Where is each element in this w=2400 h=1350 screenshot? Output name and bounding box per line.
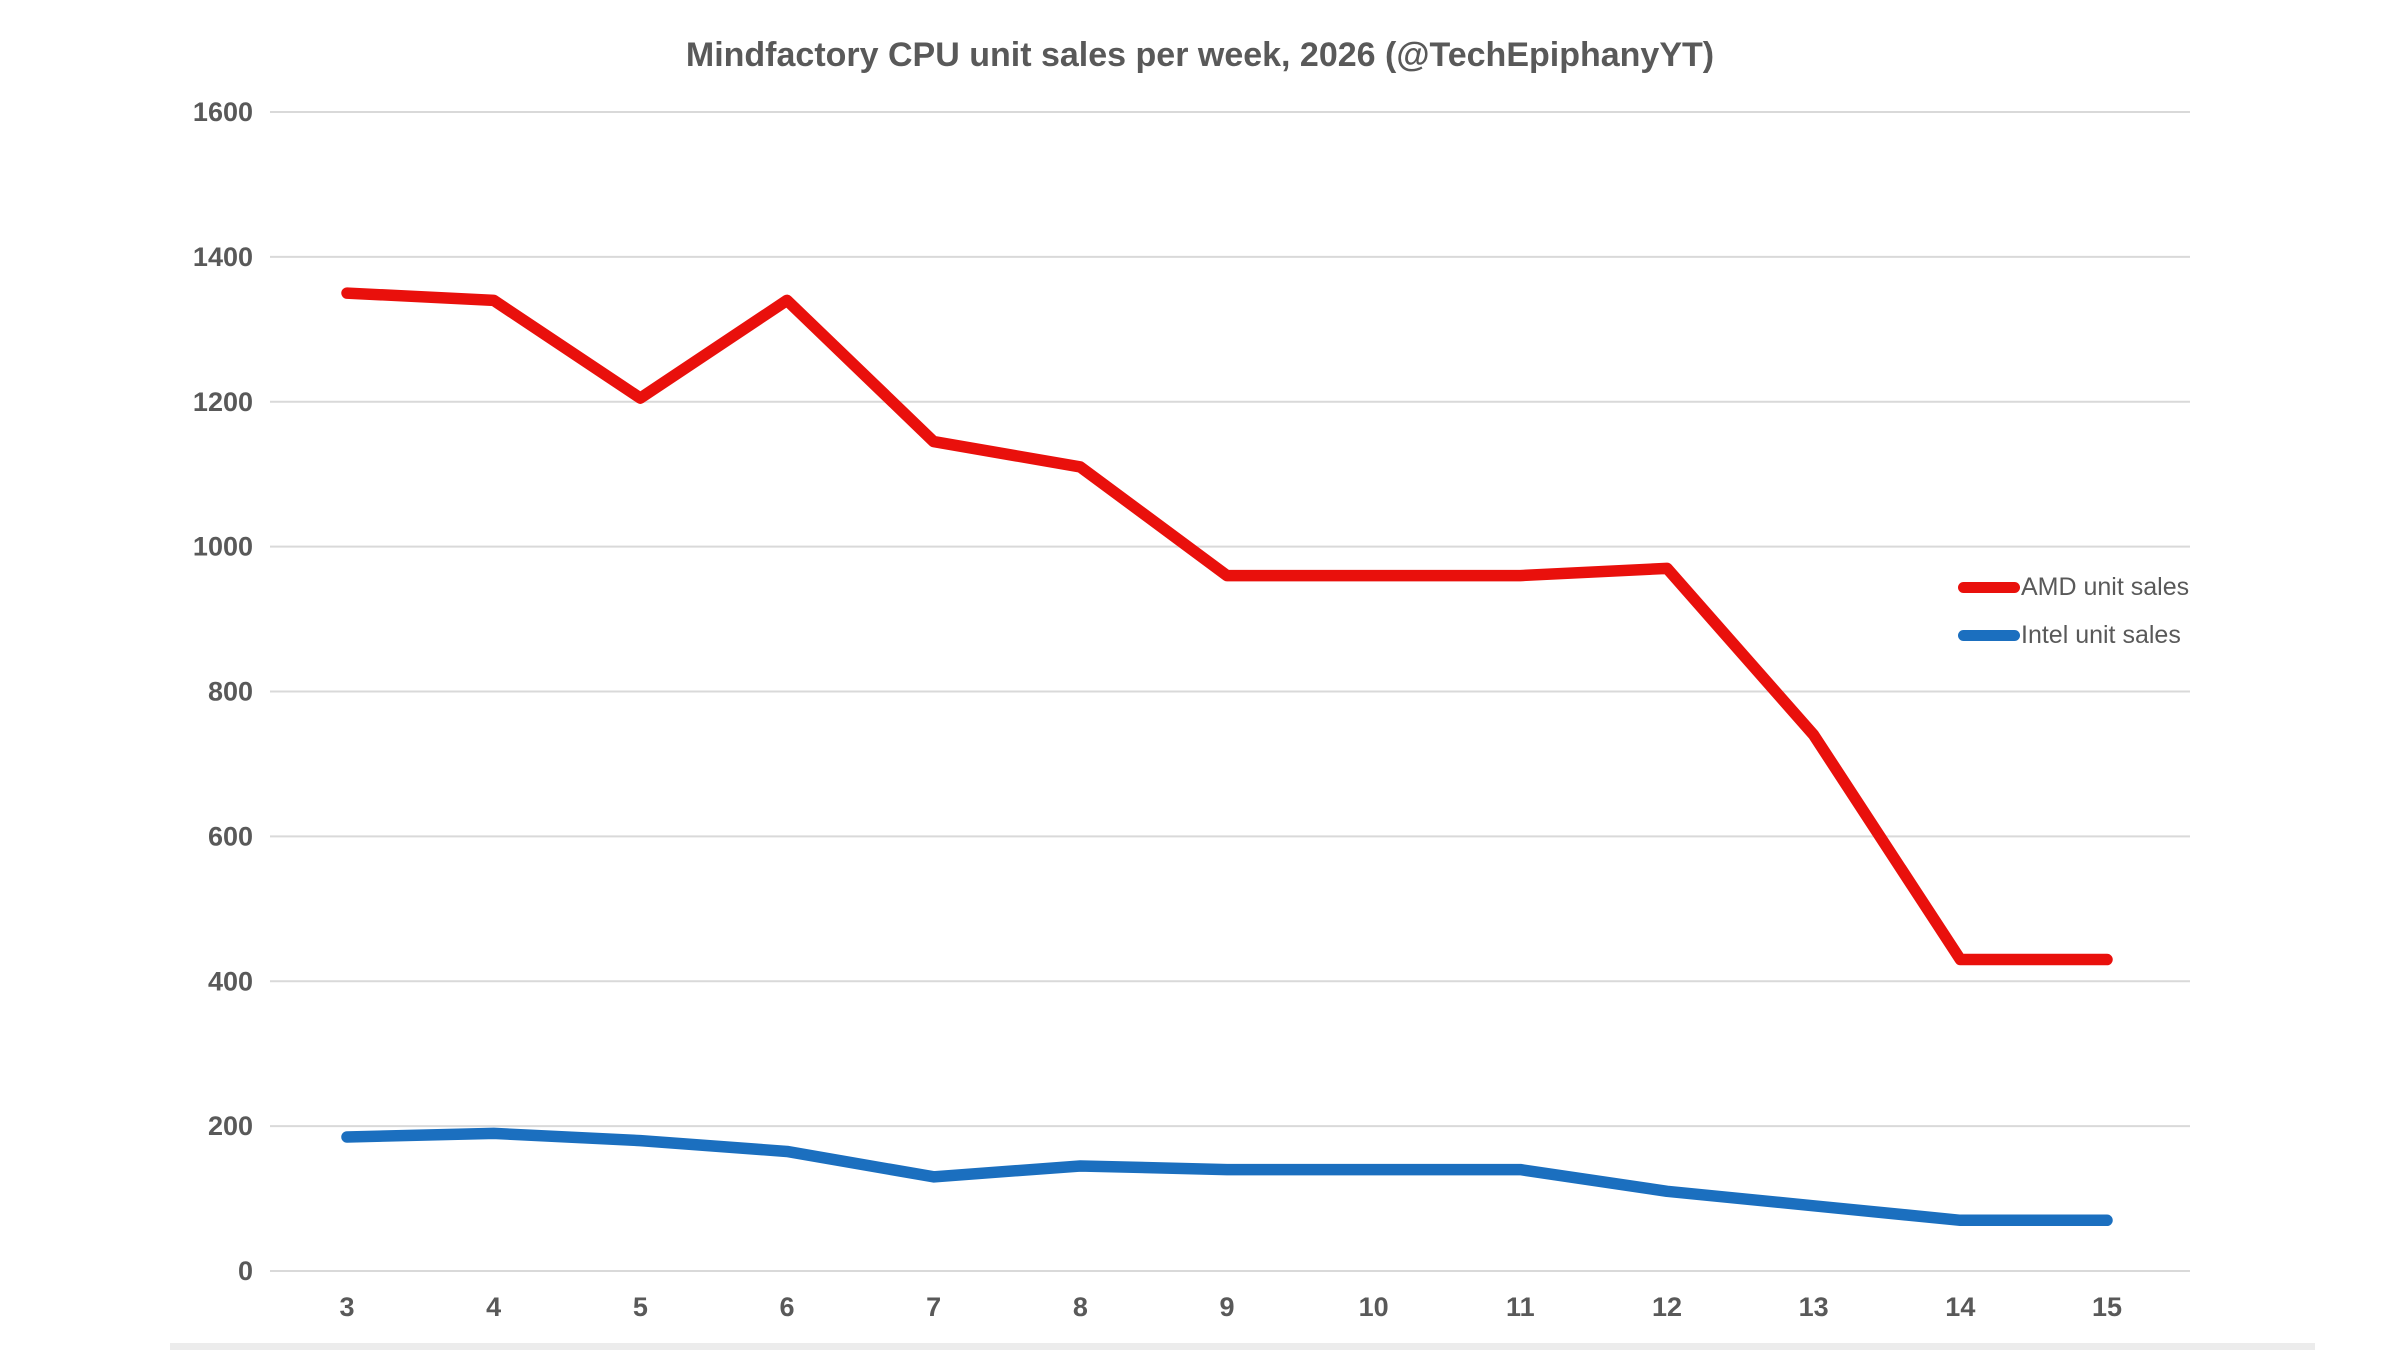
x-axis-tick-label: 15 [2092, 1292, 2122, 1322]
y-axis-tick-label: 600 [208, 821, 253, 851]
y-axis-tick-label: 0 [238, 1256, 253, 1286]
x-axis-tick-label: 9 [1219, 1292, 1234, 1322]
amd-line-swatch-icon [1958, 581, 2020, 593]
y-axis-tick-label: 800 [208, 677, 253, 707]
legend: AMD unit sales Intel unit sales [1958, 572, 2190, 649]
x-axis-tick-label: 10 [1359, 1292, 1389, 1322]
y-axis-tick-label: 1200 [193, 387, 253, 417]
y-axis-tick-label: 1400 [193, 242, 253, 272]
legend-item-amd: AMD unit sales [1958, 572, 2190, 601]
series-line-intel [341, 1127, 2113, 1227]
legend-label-amd: AMD unit sales [2021, 572, 2190, 601]
series-line-amd [341, 287, 2113, 966]
y-axis-tick-label: 1000 [193, 532, 253, 562]
x-axis-tick-label: 4 [486, 1292, 501, 1322]
legend-label-intel: Intel unit sales [2021, 620, 2181, 649]
y-axis-tick-label: 200 [208, 1111, 253, 1141]
x-axis-tick-label: 7 [926, 1292, 941, 1322]
y-axis-tick-label: 400 [208, 966, 253, 996]
x-axis-tick-label: 12 [1652, 1292, 1682, 1322]
bottom-edge-strip [170, 1343, 2315, 1350]
legend-item-intel: Intel unit sales [1958, 620, 2189, 649]
chart-title: Mindfactory CPU unit sales per week, 202… [685, 36, 1715, 74]
x-axis-tick-label: 11 [1506, 1292, 1535, 1322]
x-axis-tick-label: 8 [1073, 1292, 1088, 1322]
intel-line-swatch-icon [1958, 629, 2020, 641]
x-axis-tick-label: 6 [779, 1292, 794, 1322]
x-axis-tick-label: 14 [1945, 1292, 1975, 1322]
y-axis-tick-label: 1600 [193, 97, 253, 127]
x-axis-tick-label: 5 [633, 1292, 648, 1322]
x-axis-tick-label: 13 [1799, 1292, 1829, 1322]
x-axis-tick-label: 3 [339, 1292, 354, 1322]
